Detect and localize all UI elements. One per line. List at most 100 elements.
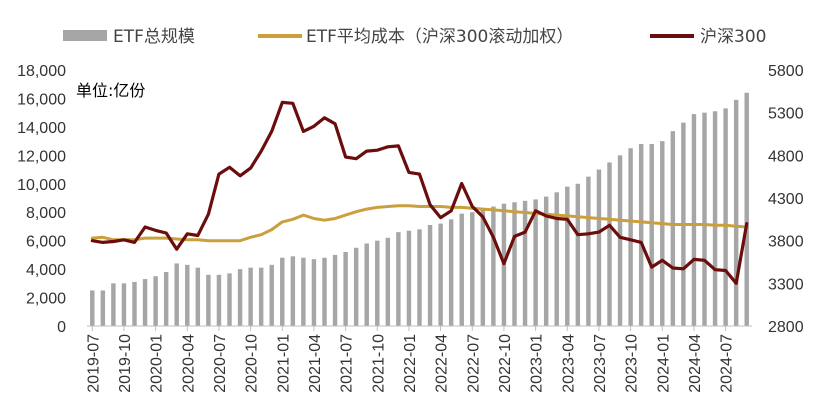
- bar-etf-size: [691, 114, 697, 326]
- bar-etf-size: [237, 269, 243, 326]
- legend-item-csi300: 沪深300: [650, 27, 766, 47]
- bar-etf-size: [90, 290, 95, 326]
- right-axis-tick-label: 5300: [768, 106, 804, 123]
- left-axis-tick-label: 12,000: [17, 148, 66, 165]
- x-axis-tick-label: 2021-01: [275, 334, 292, 393]
- bar-etf-size: [174, 263, 179, 326]
- x-axis-tick-label: 2024-07: [719, 334, 736, 393]
- bar-etf-size: [375, 240, 380, 326]
- right-axis-tick-label: 3300: [768, 276, 804, 293]
- bar-etf-size: [396, 232, 401, 326]
- legend-label-csi300: 沪深300: [700, 27, 766, 47]
- right-axis-tick-label: 5800: [768, 63, 804, 80]
- bar-etf-size: [385, 237, 391, 326]
- bar-etf-size: [607, 162, 612, 326]
- bar-etf-size: [628, 148, 633, 326]
- bar-etf-size: [438, 223, 443, 326]
- bars-etf-size: [90, 92, 749, 327]
- bar-etf-size: [343, 252, 348, 326]
- x-axis-tick-label: 2020-07: [212, 334, 229, 393]
- x-axis-tick-label: 2022-01: [402, 334, 419, 393]
- bar-etf-size: [280, 257, 285, 326]
- left-axis-tick-label: 2,000: [26, 291, 66, 308]
- x-axis-tick-label: 2021-10: [370, 334, 387, 393]
- x-axis-tick-label: 2023-10: [624, 334, 641, 393]
- bar-etf-size: [554, 192, 559, 326]
- x-axis-tick-label: 2020-04: [180, 334, 197, 393]
- bar-etf-size: [459, 213, 464, 326]
- bar-etf-size: [427, 225, 433, 326]
- bar-etf-size: [723, 108, 728, 327]
- lines: [90, 100, 749, 285]
- unit-label: 单位:亿份: [76, 81, 145, 100]
- right-axis-tick-label: 2800: [768, 319, 804, 336]
- bar-etf-size: [575, 183, 581, 326]
- line-csi300: [90, 100, 749, 285]
- right-axis-tick-label: 4800: [768, 148, 804, 165]
- line-etf-cost: [90, 204, 749, 243]
- bar-etf-size: [269, 264, 274, 326]
- x-axis-tick-label: 2023-07: [592, 334, 609, 393]
- bar-etf-size: [195, 267, 201, 326]
- x-axis-tick-label: 2022-07: [465, 334, 482, 393]
- bar-etf-size: [111, 283, 116, 326]
- bar-etf-size: [586, 176, 591, 326]
- x-axis-tick-label: 2020-10: [244, 334, 261, 393]
- bar-etf-size: [332, 254, 338, 326]
- bar-etf-size: [185, 264, 190, 326]
- x-axis-tick-label: 2023-01: [529, 334, 546, 393]
- bar-etf-size: [322, 257, 327, 326]
- bar-etf-size: [617, 155, 623, 326]
- bar-etf-size: [227, 273, 232, 326]
- bar-etf-size: [353, 247, 359, 326]
- bar-etf-size: [206, 274, 211, 326]
- left-axis-tick-label: 14,000: [17, 120, 66, 137]
- bar-etf-size: [670, 131, 676, 326]
- bar-etf-size: [649, 143, 654, 326]
- left-axis-tick-label: 0: [57, 319, 66, 336]
- x-axis-tick-label: 2022-04: [434, 334, 451, 393]
- bar-etf-size: [712, 111, 718, 326]
- bar-etf-size: [512, 202, 517, 326]
- bar-etf-size: [470, 212, 475, 326]
- bar-etf-size: [733, 99, 739, 326]
- bar-etf-size: [565, 186, 570, 326]
- left-axis: 0 2,000 4,000 6,000 8,000 10,000 12,000 14,000 1…: [17, 63, 66, 336]
- x-axis-tick-label: 2019-07: [85, 334, 102, 393]
- x-axis-tick-label: 2021-04: [307, 334, 324, 393]
- right-axis-tick-label: 3800: [768, 234, 804, 251]
- bar-etf-size: [258, 267, 264, 326]
- legend-label-etf-size: ETF总规模: [113, 27, 195, 47]
- bar-etf-size: [142, 279, 148, 326]
- left-axis-tick-label: 10,000: [17, 177, 66, 194]
- bar-etf-size: [364, 243, 369, 326]
- bar-etf-size: [491, 206, 496, 326]
- x-axis-tick-label: 2024-01: [655, 334, 672, 393]
- left-axis-tick-label: 16,000: [17, 91, 66, 108]
- right-axis: 2800 3300 3800 4300 4800 5300 5800: [768, 63, 804, 336]
- bar-etf-size: [216, 274, 222, 326]
- left-axis-tick-label: 6,000: [26, 234, 66, 251]
- bar-etf-size: [533, 199, 538, 326]
- right-axis-tick-label: 4300: [768, 191, 804, 208]
- bar-etf-size: [522, 200, 528, 326]
- legend: ETF总规模 ETF平均成本（沪深300滚动加权） 沪深300: [63, 27, 766, 47]
- bar-etf-size: [121, 283, 127, 326]
- legend-item-etf-size: ETF总规模: [63, 27, 195, 47]
- left-axis-tick-label: 4,000: [26, 262, 66, 279]
- legend-label-etf-cost: ETF平均成本（沪深300滚动加权）: [306, 27, 573, 47]
- x-axis-tick-label: 2019-10: [117, 334, 134, 393]
- x-axis-tick-label: 2024-04: [687, 334, 704, 393]
- x-axis: 2019-07 2019-10 2020-01 2020-04 2020-07 2020-…: [85, 326, 736, 393]
- bar-etf-size: [702, 112, 707, 327]
- bar-etf-size: [638, 143, 644, 326]
- bar-etf-size: [163, 271, 169, 326]
- bar-etf-size: [311, 259, 317, 326]
- bar-etf-size: [100, 290, 106, 326]
- bar-etf-size: [132, 281, 137, 326]
- bar-etf-size: [480, 209, 486, 326]
- legend-item-etf-cost: ETF平均成本（沪深300滚动加权）: [258, 27, 573, 47]
- left-axis-tick-label: 18,000: [17, 63, 66, 80]
- x-axis-tick-label: 2020-01: [149, 334, 166, 393]
- bar-etf-size: [417, 229, 422, 326]
